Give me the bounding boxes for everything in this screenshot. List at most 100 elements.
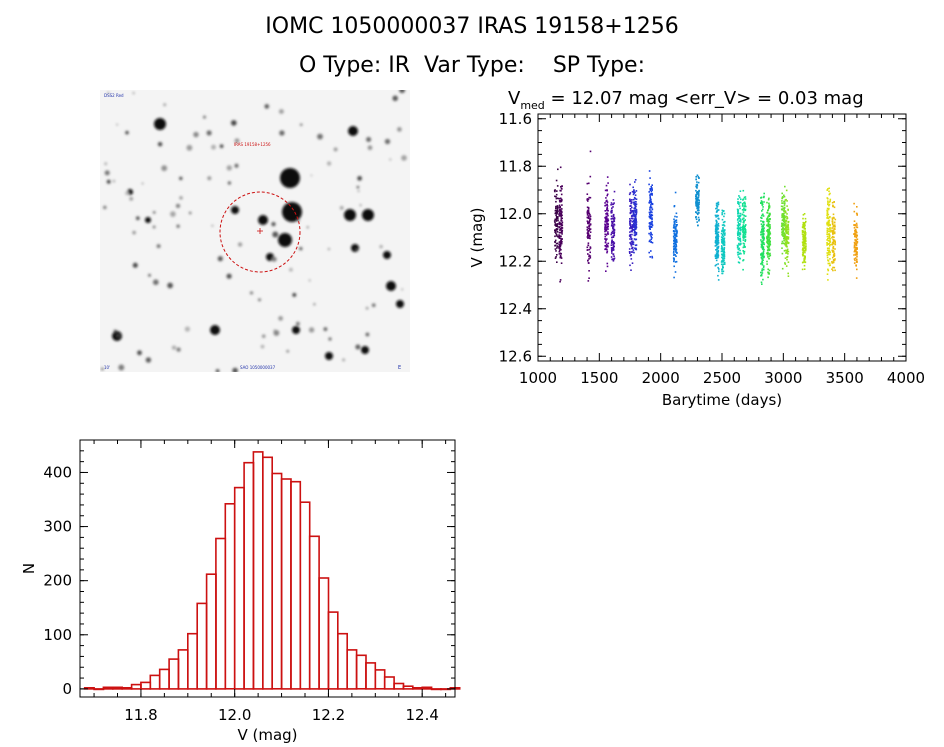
light-curve-point [785,226,787,228]
light-curve-point [856,255,858,258]
light-curve-point [762,231,764,233]
light-curve-point [826,217,829,219]
histogram-bar [327,611,339,690]
light-curve-point [723,250,725,253]
light-curve-point [651,188,653,190]
light-curve-point [676,252,678,254]
light-curve-point [633,192,635,194]
finder-star [226,273,232,279]
light-curve-point [827,202,829,204]
light-curve-point [715,240,718,242]
finder-star [289,267,293,272]
light-curve-point [561,231,563,233]
light-curve-point [721,209,724,212]
light-curve-point [831,217,834,219]
light-curve-point [559,206,562,209]
finder-star [339,206,344,210]
light-curve-point [613,255,615,257]
light-curve-point [559,228,562,230]
light-curve-point [763,227,765,229]
light-curve-point [833,236,835,239]
light-curve-point [856,224,858,226]
light-curve-point [833,227,835,230]
light-curve-point [736,232,739,235]
light-curve-point [559,249,561,252]
light-curve-point [588,196,590,199]
light-curve-point [802,247,804,249]
light-curve-point [588,228,591,231]
light-curve-point [634,238,637,241]
light-curve-point [675,221,678,223]
light-curve-point [717,237,719,239]
light-curve-point [762,235,764,237]
light-curve-point [558,221,561,224]
light-curve-chart: Vmed = 12.07 mag <err_V> = 0.03 mag 1000… [468,88,925,409]
light-curve-point [761,243,764,245]
finder-star [299,246,303,251]
light-curve-point [763,243,765,246]
light-curve-point [738,217,741,219]
light-curve-point [769,233,772,235]
light-curve-point [742,189,745,192]
light-curve-point [722,231,725,234]
light-curve-point [768,245,771,247]
light-curve-axes: 1000 1500 2000 2500 3000 3500 400011.611.812.0… [468,110,925,409]
light-curve-point [766,252,768,255]
light-curve-point [715,215,718,218]
light-curve-point [695,196,698,198]
light-curve-point [737,233,740,235]
finder-star [296,219,300,222]
light-curve-point [761,236,764,238]
light-curve-point [826,227,829,230]
histogram-bar [336,632,348,690]
light-curve-point [610,218,613,220]
light-curve-point [554,248,557,250]
light-curve-point [744,246,746,248]
finder-star [156,244,161,249]
light-curve-point [762,215,765,217]
light-curve-point [784,244,787,246]
light-curve-point [781,202,783,204]
light-curve-point [768,271,770,274]
light-curve-point [588,255,590,258]
histogram-bar [271,472,283,690]
light-curve-point [633,202,636,204]
light-curve-point [651,256,654,259]
light-curve-point [829,243,832,246]
light-curve-point [768,202,770,205]
light-curve-point [560,248,562,251]
light-curve-point [827,268,829,271]
light-curve-point [613,231,616,233]
histogram-bar [149,674,161,690]
light-curve-point [604,233,606,236]
light-curve-point [761,252,763,255]
light-curve-point [801,249,804,251]
light-curve-point [854,228,857,231]
light-curve-point [696,221,698,223]
light-curve-point [802,254,804,257]
light-curve-point [634,207,637,210]
light-curve-point [587,262,590,264]
light-curve-point [555,216,558,218]
light-curve-x-tick-label: 3500 [826,369,864,387]
light-curve-point [804,230,806,232]
finder-star [132,230,136,235]
light-curve-point [629,198,631,201]
light-curve-point [768,215,770,218]
light-curve-point [629,200,632,203]
light-curve-point [587,233,590,235]
light-curve-point [723,243,725,246]
light-curve-point [675,240,678,242]
finder-star [299,123,303,126]
light-curve-point [768,231,771,233]
light-curve-point [696,199,699,202]
light-curve-point [587,222,589,225]
light-curve-point [745,231,747,234]
light-curve-point [783,235,785,237]
light-curve-point [787,233,790,235]
light-curve-point [649,228,651,230]
light-curve-point [831,220,834,222]
light-curve-point [560,240,562,243]
light-curve-point [787,261,790,263]
